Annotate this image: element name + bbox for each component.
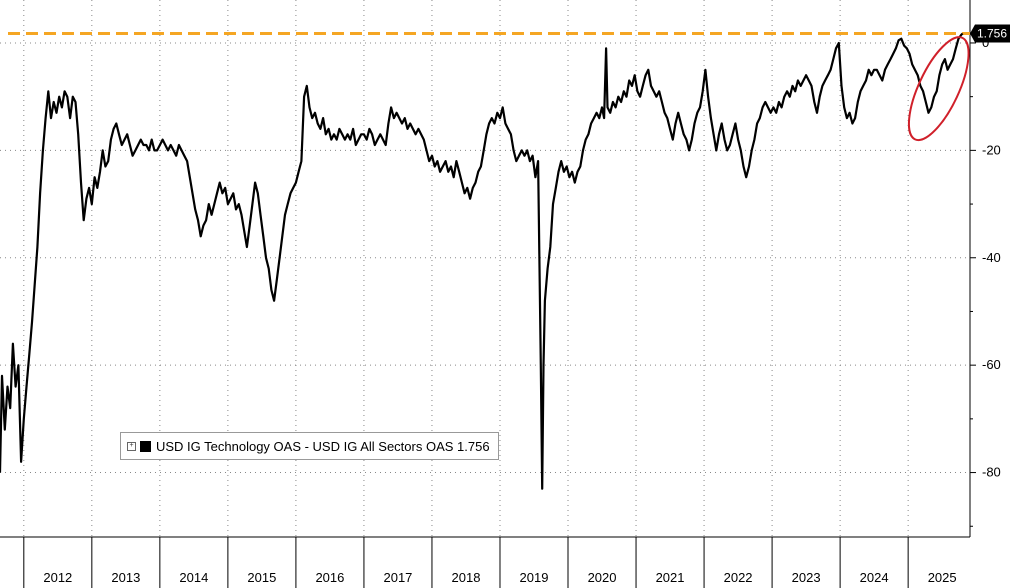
highlight-ellipse-shape [907,36,970,142]
x-tick-label: 2023 [792,570,821,585]
x-tick-label: 2022 [724,570,753,585]
x-tick-label: 2020 [588,570,617,585]
expand-toggle-icon[interactable]: + [127,441,136,451]
last-value-text: 1.756 [977,27,1007,41]
y-tick-label: -40 [982,250,1001,265]
series-lines [0,32,964,490]
y-tick-labels: 0-20-40-60-80 [982,35,1001,480]
x-tick-labels: 2012 2013 2014 2015 2016 2017 2018 2019 2020 2021… [43,570,956,585]
x-tick-label: 2014 [179,570,208,585]
x-tick-label: 2021 [656,570,685,585]
x-tick-label: 2015 [247,570,276,585]
highlight-ellipse [907,36,970,142]
last-value-badge [970,24,1010,43]
y-tick-label: -60 [982,357,1001,372]
x-tick-label: 2013 [111,570,140,585]
x-tick-label: 2018 [452,570,481,585]
last-value-label: 1.756 [970,24,1010,43]
legend[interactable]: + USD IG Technology OAS - USD IG All Sec… [120,432,499,460]
x-tick-label: 2019 [520,570,549,585]
x-tick-label: 2016 [315,570,344,585]
axes [0,0,976,588]
legend-swatch [140,440,151,452]
series-line [0,32,964,490]
x-tick-label: 2025 [928,570,957,585]
x-tick-label: 2024 [860,570,889,585]
y-tick-label: -80 [982,465,1001,480]
x-tick-label: 2012 [43,570,72,585]
y-tick-label: -20 [982,142,1001,157]
x-tick-label: 2017 [383,570,412,585]
legend-label: USD IG Technology OAS - USD IG All Secto… [156,438,490,454]
